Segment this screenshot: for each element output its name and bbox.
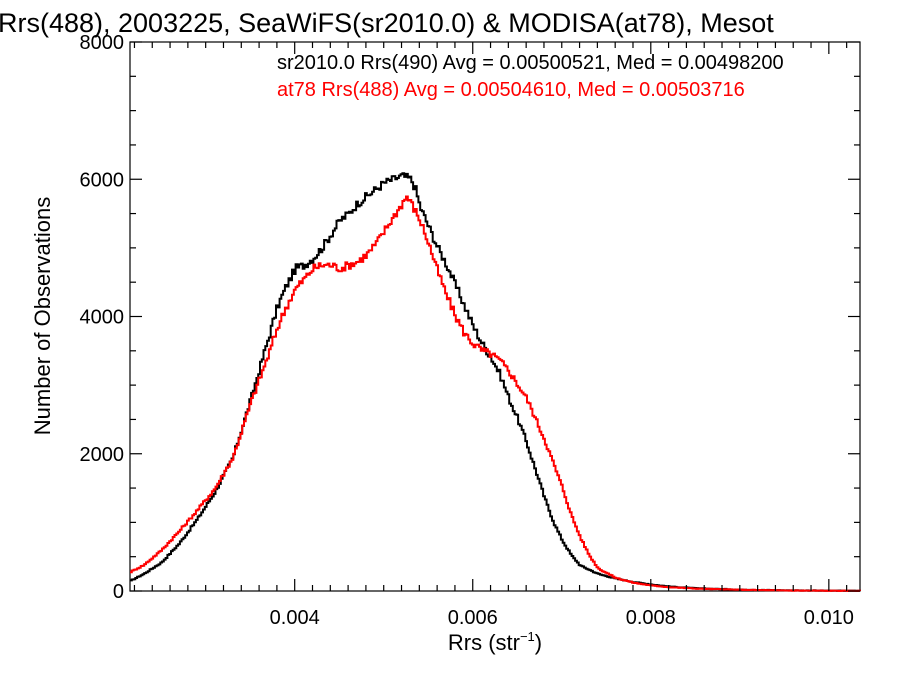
chart-title: Rrs(488), 2003225, SeaWiFS(sr2010.0) & M… — [0, 8, 774, 38]
x-axis-label-sup: −1 — [520, 629, 535, 644]
legend-entry-1: sr2010.0 Rrs(490) Avg = 0.00500521, Med … — [277, 52, 784, 74]
series-line-1 — [130, 172, 861, 592]
legend-entry-2: at78 Rrs(488) Avg = 0.00504610, Med = 0.… — [277, 79, 745, 101]
y-tick-label: 4000 — [80, 307, 125, 329]
y-axis-label: Number of Observations — [30, 197, 55, 435]
x-axis-label-close: ) — [535, 630, 542, 655]
x-tick-label: 0.004 — [270, 607, 320, 629]
y-tick-label: 6000 — [80, 169, 125, 191]
plot-frame — [129, 41, 861, 592]
y-tick-label: 2000 — [80, 444, 125, 466]
x-tick-label: 0.006 — [448, 607, 498, 629]
y-tick-label: 0 — [113, 581, 124, 603]
x-tick-label: 0.010 — [804, 607, 854, 629]
legend: sr2010.0 Rrs(490) Avg = 0.00500521, Med … — [277, 52, 784, 101]
plot-area — [129, 41, 861, 592]
ticks-layer — [130, 41, 860, 592]
series-layer — [130, 172, 861, 592]
y-tick-label: 8000 — [80, 32, 125, 54]
x-axis-label: Rrs (str−1) — [448, 629, 542, 655]
series-line-2 — [130, 195, 861, 592]
x-tick-label: 0.008 — [626, 607, 676, 629]
x-axis-label-main: Rrs (str — [448, 630, 520, 655]
